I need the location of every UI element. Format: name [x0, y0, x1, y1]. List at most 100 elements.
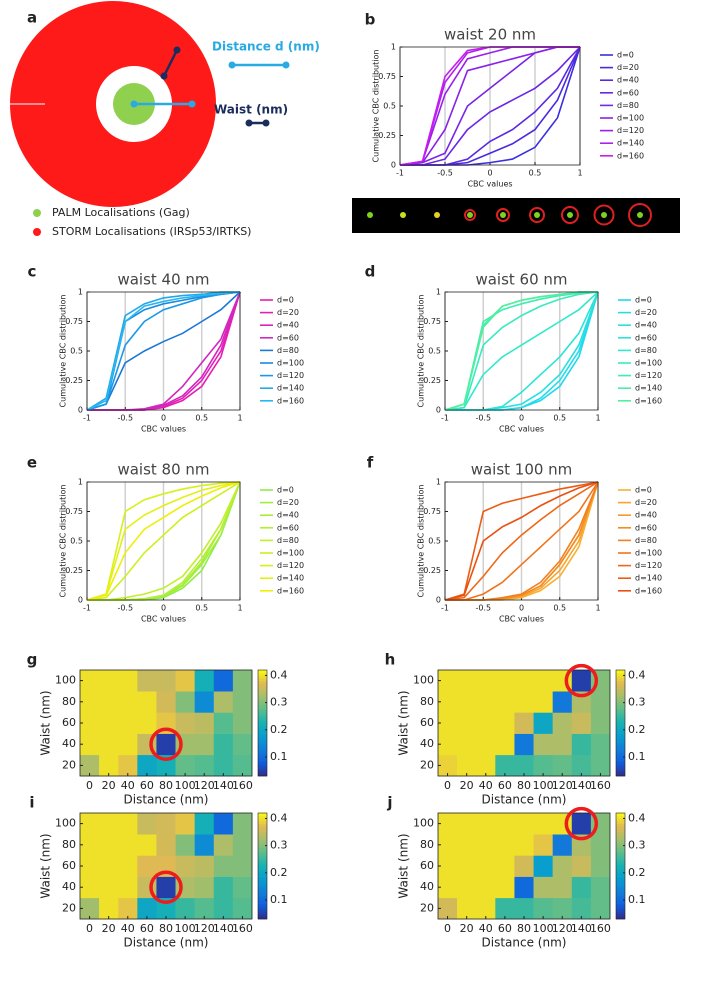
colorbar-step [258, 826, 267, 830]
y-tick-label: 0.75 [423, 507, 441, 516]
colorbar-tick-label: 0.4 [628, 811, 646, 824]
y-axis-label: Cumulative CBC distribution [372, 50, 381, 163]
x-tick-label: -0.5 [437, 169, 453, 178]
colorbar-step [616, 752, 625, 756]
colorbar-step [258, 881, 267, 885]
colorbar-step [258, 866, 267, 869]
heat-cell [232, 754, 253, 777]
heat-cell [590, 876, 611, 899]
colorbar-step [258, 717, 267, 721]
legend-label: d=60 [277, 523, 299, 532]
heat-cell [514, 834, 534, 856]
colorbar-step [258, 696, 267, 700]
y-tick-label: 0.25 [378, 131, 396, 140]
colorbar-step [258, 770, 267, 774]
colorbar-step [616, 773, 625, 777]
heat-cell [80, 712, 100, 734]
heat-cell [137, 834, 157, 856]
colorbar-step [616, 897, 625, 901]
heat-cell [99, 691, 119, 713]
colorbar-step [258, 730, 267, 734]
spot [500, 212, 506, 218]
heat-cell [175, 670, 195, 692]
heat-cell [571, 876, 592, 899]
y-tick-label: 0.75 [378, 72, 396, 81]
heat-cell [137, 712, 157, 734]
x-axis-label: Distance (nm) [124, 936, 209, 950]
colorbar-step [616, 717, 625, 721]
colorbar-step [616, 749, 625, 753]
heat-cell [590, 897, 611, 920]
y-axis-label: Cumulative CBC distribution [417, 485, 426, 598]
legend-label: STORM Localisations (IRSp53/IRTKS) [52, 225, 251, 238]
legend-label: d=20 [277, 498, 299, 507]
heat-cell [495, 855, 515, 877]
y-tick-label: 1 [436, 478, 441, 487]
colorbar-step [258, 749, 267, 753]
y-axis-label: Waist (nm) [39, 690, 53, 755]
y-tick-label: 80 [62, 695, 76, 708]
y-tick-label: 1 [391, 43, 396, 52]
legend-label: d=60 [277, 333, 299, 342]
heat-cell [552, 897, 573, 920]
x-tick-label: 140 [213, 922, 234, 935]
heat-cell [533, 897, 553, 920]
colorbar-step [616, 736, 625, 740]
colorbar-step [616, 889, 625, 893]
colorbar-step [616, 863, 625, 867]
heat-cell [80, 691, 100, 713]
heat-cell [457, 897, 477, 920]
legend-label: d=0 [277, 296, 294, 305]
legend-label: d=120 [635, 561, 662, 570]
x-tick-label: 20 [460, 779, 474, 792]
series-line [444, 481, 599, 601]
colorbar-step [258, 858, 267, 861]
heat-cell [495, 670, 515, 692]
heat-cell [552, 834, 573, 856]
legend-label: d=120 [277, 561, 304, 570]
x-tick-label: 20 [102, 922, 116, 935]
heat-cell [99, 834, 119, 856]
colorbar-step [258, 818, 267, 822]
colorbar-step [616, 858, 625, 861]
heat-cell [137, 670, 157, 692]
colorbar-step [616, 693, 625, 697]
series-line [86, 291, 241, 411]
heat-cell [137, 691, 157, 713]
colorbar-step [258, 680, 267, 684]
spot-ring [628, 203, 652, 227]
x-tick-label: 0.5 [553, 414, 566, 423]
y-tick-label: 40 [62, 880, 76, 893]
colorbar-step [616, 820, 625, 824]
heat-cell [457, 855, 477, 877]
x-tick-label: 0 [487, 169, 492, 178]
colorbar-step [616, 696, 625, 700]
spot [467, 212, 473, 218]
heat-cell [99, 813, 119, 835]
colorbar-step [258, 744, 267, 748]
legend-label: d=0 [277, 486, 294, 495]
colorbar-step [616, 895, 625, 899]
colorbar-tick-label: 0.1 [270, 750, 288, 763]
colorbar-step [616, 860, 625, 864]
heat-cell [99, 754, 119, 777]
heat-cell [533, 712, 553, 734]
colorbar-step [258, 916, 267, 920]
heat-cell [571, 897, 592, 920]
spot [534, 212, 540, 218]
colorbar-tick-label: 0.3 [270, 839, 288, 852]
heat-cell [552, 712, 573, 734]
colorbar-step [616, 760, 625, 764]
heat-cell [533, 855, 553, 877]
colorbar-step [258, 815, 267, 819]
colorbar-step [258, 773, 267, 777]
legend-label: d=0 [635, 296, 652, 305]
colorbar-step [616, 916, 625, 920]
colorbar-step [258, 844, 267, 848]
colorbar-step [616, 744, 625, 748]
colorbar-step [258, 723, 267, 726]
panel-letter: b [365, 11, 376, 29]
legend-label: d=80 [277, 346, 299, 355]
y-tick-label: 40 [62, 737, 76, 750]
heat-cell [590, 754, 611, 777]
